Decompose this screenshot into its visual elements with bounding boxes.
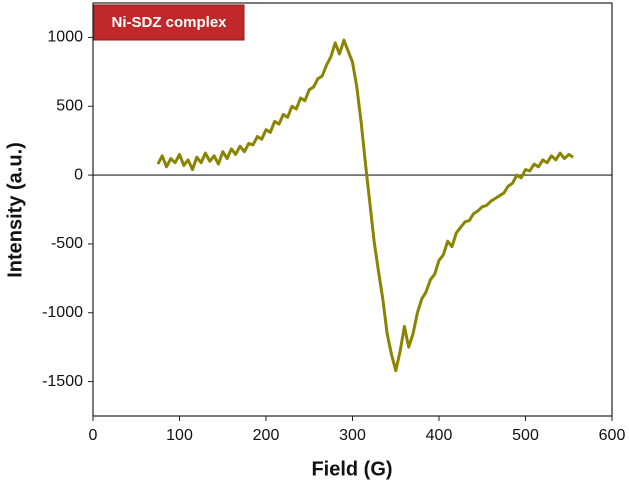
x-tick-label: 0	[89, 427, 98, 444]
x-axis-title: Field (G)	[311, 458, 392, 480]
data-line	[156, 38, 574, 373]
y-tick-label: 0	[74, 166, 83, 183]
x-tick-label: 100	[166, 427, 193, 444]
y-tick-label: -1000	[42, 304, 83, 321]
title-box	[93, 4, 245, 41]
x-tick-label: 400	[426, 427, 453, 444]
y-axis-title: Intensity (a.u.)	[4, 142, 26, 278]
y-tick-label: 500	[56, 97, 83, 114]
x-tick-label: 200	[253, 427, 280, 444]
y-tick-label: -500	[51, 235, 83, 252]
y-tick-label: -1500	[42, 373, 83, 390]
x-tick-label: 600	[599, 427, 626, 444]
x-tick-label: 300	[339, 427, 366, 444]
chart-title: Ni-SDZ complex	[111, 14, 227, 31]
x-tick-label: 500	[512, 427, 539, 444]
y-tick-label: 1000	[47, 29, 83, 46]
